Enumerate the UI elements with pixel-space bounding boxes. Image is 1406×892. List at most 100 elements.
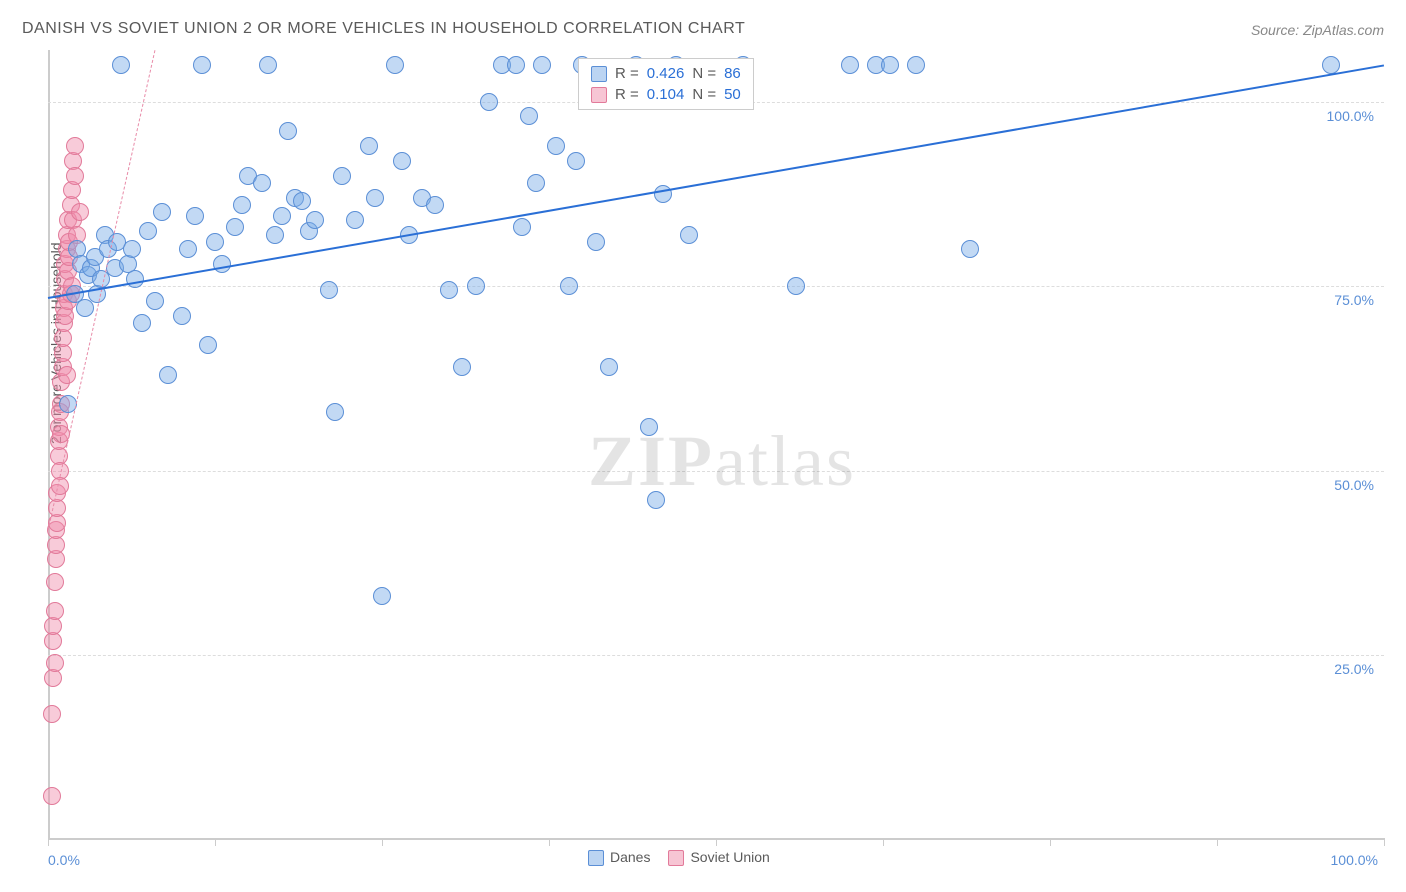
scatter-point: [153, 203, 171, 221]
danes-r-value: 0.426: [647, 65, 685, 82]
source-attribution: Source: ZipAtlas.com: [1251, 22, 1384, 38]
bottom-legend: Danes Soviet Union: [588, 849, 770, 866]
scatter-point: [567, 152, 585, 170]
scatter-point: [507, 56, 525, 74]
x-tick: [382, 838, 383, 846]
legend-stats-box: R = 0.426 N = 86 R = 0.104 N = 50: [578, 58, 754, 110]
scatter-point: [66, 137, 84, 155]
scatter-point: [233, 196, 251, 214]
scatter-point: [320, 281, 338, 299]
x-tick: [215, 838, 216, 846]
x-tick: [716, 838, 717, 846]
scatter-point: [480, 93, 498, 111]
watermark-light: atlas: [714, 421, 856, 501]
scatter-point: [112, 56, 130, 74]
scatter-point: [193, 56, 211, 74]
y-tick-label: 75.0%: [1334, 292, 1374, 308]
legend-swatch-blue-icon: [588, 850, 604, 866]
scatter-point: [513, 218, 531, 236]
scatter-point: [907, 56, 925, 74]
r-label: R =: [615, 65, 639, 82]
scatter-point: [43, 787, 61, 805]
scatter-point: [51, 477, 69, 495]
scatter-point: [841, 56, 859, 74]
scatter-point: [527, 174, 545, 192]
scatter-point: [173, 307, 191, 325]
scatter-point: [71, 203, 89, 221]
scatter-point: [393, 152, 411, 170]
scatter-point: [560, 277, 578, 295]
scatter-point: [186, 207, 204, 225]
scatter-point: [587, 233, 605, 251]
legend-swatch-pink: [591, 87, 607, 103]
scatter-point: [266, 226, 284, 244]
chart-title: DANISH VS SOVIET UNION 2 OR MORE VEHICLE…: [22, 20, 745, 38]
scatter-point: [146, 292, 164, 310]
scatter-point: [139, 222, 157, 240]
scatter-point: [259, 56, 277, 74]
scatter-point: [680, 226, 698, 244]
legend-item-danes: Danes: [588, 849, 650, 866]
scatter-point: [199, 336, 217, 354]
x-tick: [549, 838, 550, 846]
scatter-point: [46, 602, 64, 620]
hgrid-line: [48, 471, 1384, 472]
legend-item-soviet: Soviet Union: [668, 849, 769, 866]
scatter-point: [326, 403, 344, 421]
scatter-point: [1322, 56, 1340, 74]
scatter-point: [440, 281, 458, 299]
soviet-n-value: 50: [724, 86, 741, 103]
scatter-point: [373, 587, 391, 605]
soviet-r-value: 0.104: [647, 86, 685, 103]
scatter-point: [360, 137, 378, 155]
scatter-point: [654, 185, 672, 203]
scatter-point: [179, 240, 197, 258]
scatter-point: [46, 573, 64, 591]
scatter-point: [293, 192, 311, 210]
scatter-point: [306, 211, 324, 229]
scatter-point: [46, 654, 64, 672]
x-tick: [1217, 838, 1218, 846]
hgrid-line: [48, 655, 1384, 656]
scatter-point: [253, 174, 271, 192]
hgrid-line: [48, 286, 1384, 287]
x-tick-label: 100.0%: [1331, 852, 1378, 868]
scatter-point: [43, 705, 61, 723]
plot-area: 2 or more Vehicles in Household 25.0%50.…: [48, 50, 1384, 840]
x-tick: [48, 838, 49, 846]
n-label: N =: [692, 65, 716, 82]
scatter-point: [126, 270, 144, 288]
scatter-point: [647, 491, 665, 509]
scatter-point: [159, 366, 177, 384]
n-label: N =: [692, 86, 716, 103]
scatter-point: [66, 167, 84, 185]
scatter-point: [123, 240, 141, 258]
legend-soviet-label: Soviet Union: [690, 849, 769, 865]
y-tick-label: 100.0%: [1327, 108, 1374, 124]
scatter-point: [600, 358, 618, 376]
scatter-point: [467, 277, 485, 295]
scatter-point: [547, 137, 565, 155]
scatter-point: [640, 418, 658, 436]
scatter-point: [206, 233, 224, 251]
scatter-point: [76, 299, 94, 317]
legend-swatch-blue: [591, 66, 607, 82]
scatter-point: [133, 314, 151, 332]
scatter-point: [426, 196, 444, 214]
y-tick-label: 25.0%: [1334, 661, 1374, 677]
x-tick: [1050, 838, 1051, 846]
scatter-point: [226, 218, 244, 236]
x-tick: [883, 838, 884, 846]
scatter-point: [386, 56, 404, 74]
scatter-point: [346, 211, 364, 229]
legend-danes-label: Danes: [610, 849, 650, 865]
scatter-point: [533, 56, 551, 74]
scatter-point: [787, 277, 805, 295]
scatter-point: [279, 122, 297, 140]
scatter-point: [333, 167, 351, 185]
x-tick-label: 0.0%: [48, 852, 80, 868]
scatter-point: [366, 189, 384, 207]
legend-stats-row-soviet: R = 0.104 N = 50: [579, 84, 753, 105]
legend-swatch-pink-icon: [668, 850, 684, 866]
y-tick-label: 50.0%: [1334, 477, 1374, 493]
